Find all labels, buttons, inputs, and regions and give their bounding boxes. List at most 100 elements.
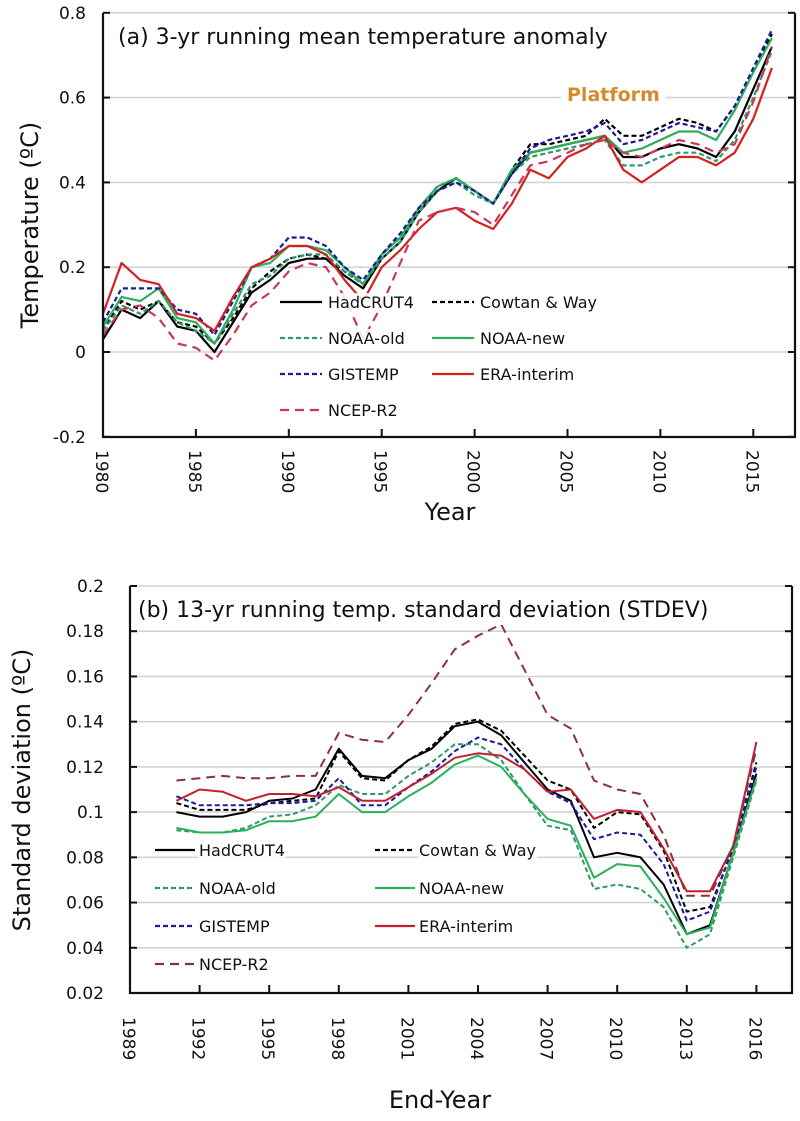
panel-b-x-tick-labels: 1989 1992 1995 1998 2001 2004 2007 2010 2013 2016 xyxy=(118,1017,764,1060)
y-tick-label: 0.1 xyxy=(77,803,104,823)
series-line-era-interim xyxy=(101,67,773,332)
legend-item: Cowtan & Way xyxy=(375,841,537,860)
legend-label-background xyxy=(418,841,537,860)
legend-label: NOAA-new xyxy=(419,879,504,898)
series-line-ncep-r2 xyxy=(176,623,758,897)
y-tick-label: 0.04 xyxy=(66,939,104,959)
annotation-background xyxy=(561,82,666,108)
y-tick-label: 0.18 xyxy=(66,622,104,642)
panel-b-axes xyxy=(128,585,794,995)
series-line-noaa-old xyxy=(102,50,773,345)
legend-label-background xyxy=(479,365,576,384)
panel-b-x-axis-label: End-Year xyxy=(389,1086,491,1114)
legend-item: NOAA-new xyxy=(432,329,567,348)
y-tick-label: 0.8 xyxy=(59,4,86,24)
series-line-hadcrut4 xyxy=(176,720,758,936)
x-tick-label: 1992 xyxy=(188,1017,208,1060)
legend-label-background xyxy=(198,917,271,936)
panel-a-legend: HadCRUT4 Cowtan & Way NOAA-old NOAA-new GIST… xyxy=(280,293,598,420)
legend-label: NOAA-old xyxy=(199,879,276,898)
legend-item: NCEP-R2 xyxy=(280,401,399,420)
x-tick-label: 2001 xyxy=(396,1017,416,1060)
title-background xyxy=(114,23,612,52)
y-tick-label: 0.06 xyxy=(66,894,104,914)
y-tick-label: 0 xyxy=(75,343,86,363)
series-line-hadcrut4 xyxy=(102,46,773,354)
y-tick-label: 0.4 xyxy=(59,173,86,193)
legend-label-background xyxy=(418,917,515,936)
legend-label-background xyxy=(327,329,406,348)
legend-label: Cowtan & Way xyxy=(480,293,597,312)
series-line-noaa-new xyxy=(102,37,773,345)
legend-label: NCEP-R2 xyxy=(328,401,398,420)
y-tick-label: 0.6 xyxy=(59,89,86,109)
legend-label: ERA-interim xyxy=(419,917,513,936)
x-tick-label: 2005 xyxy=(556,450,576,493)
legend-item: ERA-interim xyxy=(375,917,515,936)
legend-label-background xyxy=(198,879,277,898)
x-tick-label: 1985 xyxy=(184,450,204,493)
legend-item: GISTEMP xyxy=(280,365,400,384)
series-line-gistemp xyxy=(176,736,758,922)
panel-a-title: (a) 3-yr running mean temperature anomal… xyxy=(118,25,608,50)
legend-item: HadCRUT4 xyxy=(155,841,286,860)
panel-b-legend: HadCRUT4 Cowtan & Way NOAA-old NOAA-new GIST… xyxy=(155,841,537,974)
legend-label: GISTEMP xyxy=(199,917,270,936)
x-tick-label: 2016 xyxy=(744,1017,764,1060)
x-tick-label: 1995 xyxy=(257,1017,277,1060)
legend-label: ERA-interim xyxy=(480,365,574,384)
y-tick-label: 0.2 xyxy=(59,258,86,278)
legend-item: ERA-interim xyxy=(432,365,576,384)
legend-label-background xyxy=(327,401,399,420)
panel-b-series-lines xyxy=(175,623,758,949)
legend-item: NOAA-old xyxy=(155,879,277,898)
x-tick-label: 1998 xyxy=(327,1017,347,1060)
x-tick-label: 1989 xyxy=(118,1017,138,1060)
panel-a-y-tick-labels: -0.2 0 0.2 0.4 0.6 0.8 xyxy=(53,4,86,448)
x-tick-label: 1980 xyxy=(91,450,111,493)
y-tick-label: -0.2 xyxy=(53,428,86,448)
legend-label: GISTEMP xyxy=(328,365,399,384)
legend-label-background xyxy=(418,879,506,898)
legend-label-background xyxy=(327,293,415,312)
series-line-noaa-new xyxy=(176,754,758,936)
panel-a-x-axis-label: Year xyxy=(424,498,476,526)
panel-b-y-tick-labels: 0.02 0.04 0.06 0.08 0.1 0.12 0.14 0.16 0.18 0.2 xyxy=(66,577,104,1004)
panel-a-y-axis-label: Temperature (ºC) xyxy=(16,122,44,329)
y-tick-label: 0.14 xyxy=(66,713,104,733)
y-tick-label: 0.12 xyxy=(66,758,104,778)
x-tick-label: 2007 xyxy=(536,1017,556,1060)
x-tick-label: 1995 xyxy=(370,450,390,493)
series-line-gistemp xyxy=(102,29,773,337)
panel-a-x-tick-labels: 1980 1985 1990 1995 2000 2005 2010 2015 xyxy=(91,450,761,493)
x-tick-label: 2010 xyxy=(605,1017,625,1060)
legend-label-background xyxy=(198,841,286,860)
x-tick-label: 2015 xyxy=(741,450,761,493)
panel-a-axes xyxy=(101,11,797,439)
axis-frame xyxy=(101,13,797,439)
legend-label-background xyxy=(479,293,598,312)
x-tick-label: 2010 xyxy=(648,450,668,493)
y-tick-label: 0.02 xyxy=(66,984,104,1004)
x-tick-label: 2004 xyxy=(466,1017,486,1060)
legend-label: HadCRUT4 xyxy=(328,293,414,312)
axis-frame xyxy=(128,586,794,995)
y-tick-label: 0.16 xyxy=(66,667,104,687)
panel-b-title: (b) 13-yr running temp. standard deviati… xyxy=(138,598,708,623)
title-background xyxy=(134,596,713,625)
y-tick-label: 0.2 xyxy=(77,577,104,597)
legend-label: NCEP-R2 xyxy=(199,955,269,974)
legend-item: Cowtan & Way xyxy=(432,293,598,312)
legend-label-background xyxy=(479,329,567,348)
platform-annotation: Platform xyxy=(567,84,660,106)
series-line-ncep-r2 xyxy=(102,46,773,362)
legend-label: NOAA-old xyxy=(328,329,405,348)
series-line-noaa-old xyxy=(176,743,758,949)
legend-label-background xyxy=(327,365,400,384)
legend-item: NCEP-R2 xyxy=(155,955,270,974)
panel-a-temperature-anomaly: -0.2 0 0.2 0.4 0.6 0.8 1980 1985 1990 1995 2000 20… xyxy=(16,4,797,526)
panel-a-series-lines xyxy=(101,29,773,362)
legend-label: Cowtan & Way xyxy=(419,841,536,860)
y-tick-label: 0.08 xyxy=(66,848,104,868)
